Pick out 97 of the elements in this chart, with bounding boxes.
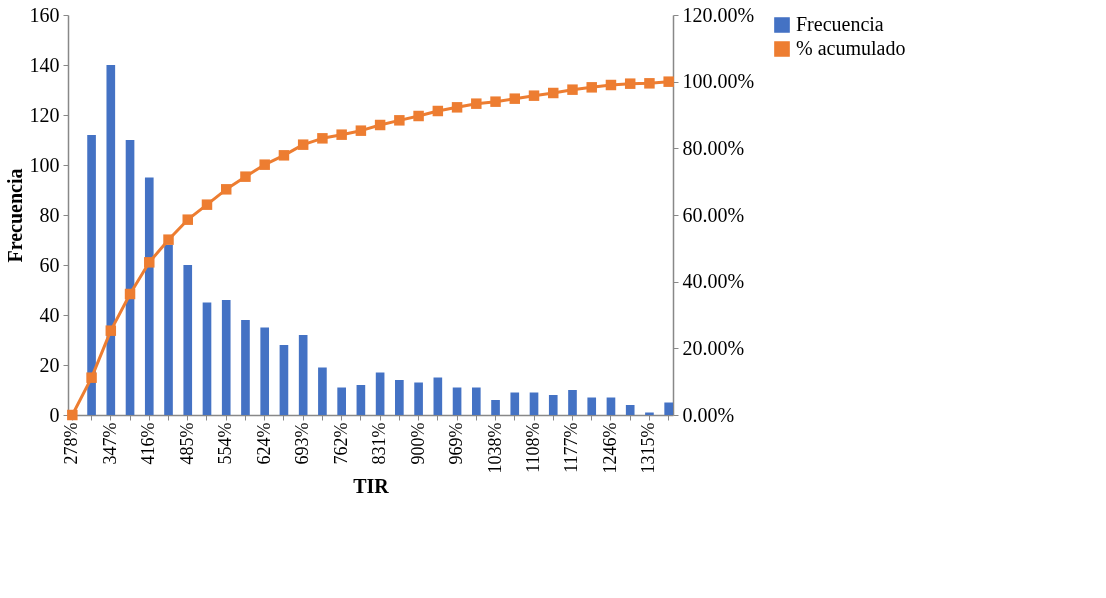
- legend-label: % acumulado: [796, 37, 906, 59]
- bar: [471, 387, 481, 415]
- point: [163, 234, 174, 245]
- point: [317, 133, 328, 144]
- y-axis-title: Frecuencia: [3, 168, 26, 263]
- point: [490, 96, 501, 107]
- bar: [318, 367, 327, 415]
- y2-tick-label: 100.00%: [682, 70, 755, 93]
- bar: [221, 300, 231, 415]
- bar: [606, 397, 616, 415]
- point: [567, 84, 578, 95]
- x-tick-label: 900%: [407, 422, 428, 465]
- bar: [510, 392, 520, 415]
- bar: [452, 387, 462, 415]
- x-tick-label: 1177%: [561, 422, 582, 473]
- x-tick-label: 485%: [176, 422, 197, 465]
- y-tick-label: 160: [29, 3, 60, 26]
- bar: [529, 392, 539, 415]
- point: [624, 78, 636, 89]
- point: [259, 159, 270, 170]
- point: [182, 214, 193, 225]
- x-tick-label: 1038%: [484, 422, 505, 474]
- point: [374, 119, 386, 131]
- point: [509, 93, 521, 104]
- x-tick-label: 347%: [99, 422, 120, 465]
- point: [355, 125, 367, 136]
- point: [124, 288, 136, 300]
- bar: [260, 327, 270, 415]
- x-tick-label: 831%: [369, 422, 390, 465]
- point: [240, 171, 251, 182]
- x-tick-label: 416%: [138, 422, 159, 465]
- bar: [414, 382, 423, 415]
- bar: [202, 302, 212, 415]
- point: [336, 129, 347, 140]
- point: [105, 325, 117, 336]
- point: [605, 79, 617, 91]
- point: [586, 82, 597, 93]
- y2-tick-label: 0.00%: [682, 403, 735, 426]
- y2-tick-label: 20.00%: [682, 336, 745, 359]
- y-tick-label: 120: [29, 103, 60, 126]
- point: [471, 98, 482, 109]
- x-tick-label: 624%: [253, 422, 274, 465]
- point: [548, 87, 559, 99]
- point: [413, 110, 424, 122]
- point: [67, 409, 78, 421]
- y-tick-label: 80: [39, 203, 60, 226]
- bar: [164, 245, 173, 415]
- y2-tick-label: 80.00%: [682, 136, 745, 159]
- bar: [279, 345, 289, 415]
- bar: [298, 335, 308, 415]
- bar: [106, 65, 116, 415]
- point: [394, 115, 405, 126]
- y-tick-label: 100: [29, 153, 60, 176]
- bar: [568, 390, 577, 415]
- point: [220, 184, 232, 195]
- x-tick-label: 1246%: [599, 422, 620, 474]
- y2-tick-label: 40.00%: [682, 270, 745, 293]
- x-tick-label: 762%: [330, 422, 351, 465]
- point: [297, 139, 309, 150]
- bar: [144, 177, 154, 415]
- point: [144, 257, 155, 268]
- bar: [356, 385, 366, 415]
- y-tick-label: 0: [49, 403, 60, 426]
- point: [432, 105, 444, 117]
- y-tick-label: 140: [29, 53, 60, 76]
- point: [278, 150, 290, 161]
- x-tick-label: 554%: [215, 422, 236, 465]
- bar: [337, 387, 346, 415]
- point: [86, 372, 97, 383]
- bar: [491, 400, 500, 415]
- y-tick-label: 40: [39, 303, 60, 326]
- bar: [625, 405, 635, 415]
- y2-tick-label: 120.00%: [682, 3, 755, 26]
- point: [528, 90, 540, 101]
- x-tick-label: 693%: [292, 422, 313, 465]
- point: [451, 102, 463, 113]
- bar: [587, 397, 597, 415]
- x-tick-label: 1315%: [638, 422, 659, 474]
- bar: [183, 265, 193, 415]
- bar: [395, 380, 404, 415]
- point: [201, 199, 213, 210]
- y2-tick-label: 60.00%: [682, 203, 745, 226]
- point: [663, 76, 674, 87]
- y-tick-label: 20: [39, 353, 60, 376]
- bar: [87, 135, 96, 415]
- bar: [375, 372, 385, 415]
- point: [644, 78, 655, 89]
- x-axis-title: TIR: [353, 475, 390, 498]
- bar: [241, 320, 250, 415]
- x-tick-label: 1108%: [523, 422, 544, 473]
- legend-label: Frecuencia: [796, 13, 884, 35]
- bar: [548, 395, 558, 415]
- x-tick-label: 278%: [61, 422, 82, 465]
- bar: [433, 377, 443, 415]
- bar: [664, 402, 673, 415]
- y-tick-label: 60: [39, 253, 60, 276]
- x-tick-label: 969%: [446, 422, 467, 465]
